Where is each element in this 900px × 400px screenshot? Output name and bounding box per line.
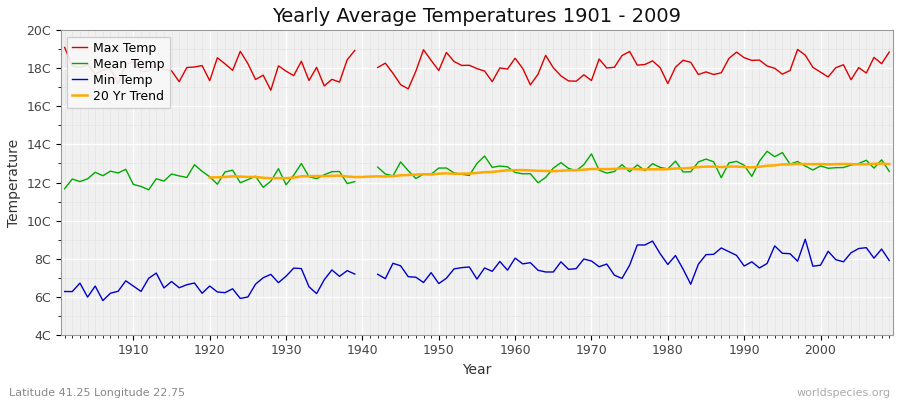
20 Yr Trend [418,172,429,177]
Legend: Max Temp, Mean Temp, Min Temp, 20 Yr Trend: Max Temp, Mean Temp, Min Temp, 20 Yr Tre… [68,36,170,108]
20 Yr Trend [792,162,803,166]
Line: 20 Yr Trend: 20 Yr Trend [210,164,889,178]
Max Temp [609,65,620,70]
Title: Yearly Average Temperatures 1901 - 2009: Yearly Average Temperatures 1901 - 2009 [273,7,681,26]
X-axis label: Year: Year [463,363,491,377]
20 Yr Trend [884,162,895,166]
Max Temp [509,56,520,61]
20 Yr Trend [204,175,215,180]
Mean Temp [59,186,70,191]
20 Yr Trend [266,176,276,180]
Mean Temp [509,170,520,175]
Min Temp [518,262,528,266]
Min Temp [609,273,620,278]
20 Yr Trend [877,161,887,166]
Min Temp [334,274,345,279]
Min Temp [288,266,299,270]
Mean Temp [609,169,620,174]
20 Yr Trend [303,174,314,178]
Text: Latitude 41.25 Longitude 22.75: Latitude 41.25 Longitude 22.75 [9,388,185,398]
Max Temp [288,73,299,78]
Mean Temp [121,167,131,172]
20 Yr Trend [777,162,788,167]
Mean Temp [518,172,528,176]
Max Temp [334,80,345,84]
Y-axis label: Temperature: Temperature [7,138,21,226]
Text: worldspecies.org: worldspecies.org [796,388,891,398]
Mean Temp [884,169,895,174]
Max Temp [518,66,528,71]
Line: Min Temp: Min Temp [65,239,889,300]
Min Temp [121,278,131,283]
Mean Temp [288,173,299,178]
Min Temp [884,258,895,263]
Max Temp [884,50,895,54]
Mean Temp [334,169,345,174]
20 Yr Trend [685,166,696,170]
Line: Mean Temp: Mean Temp [65,151,889,190]
Min Temp [509,256,520,260]
Max Temp [59,45,70,50]
Max Temp [121,62,131,66]
Line: Max Temp: Max Temp [65,48,889,90]
Min Temp [59,289,70,294]
20 Yr Trend [861,162,872,167]
